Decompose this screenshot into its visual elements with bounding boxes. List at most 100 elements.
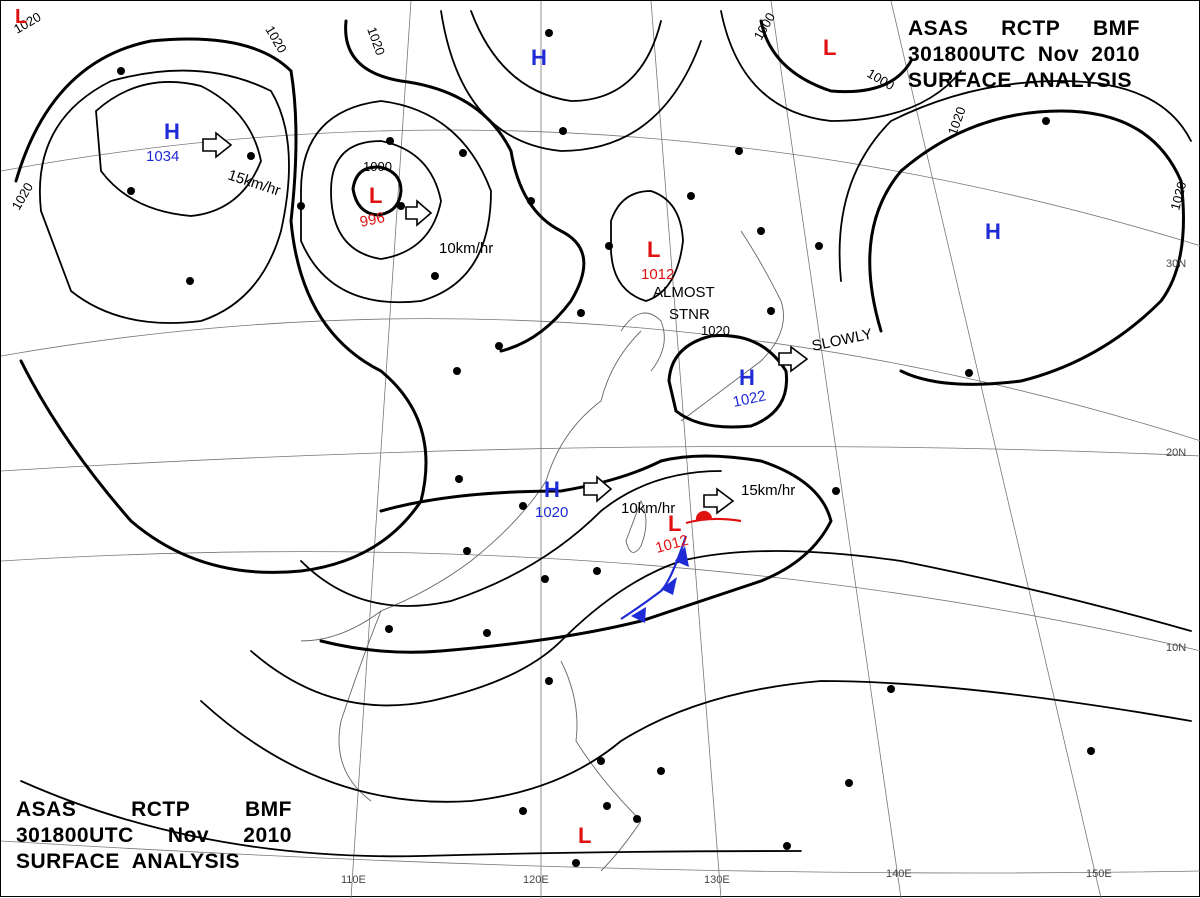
coast-china bbox=[300, 330, 642, 642]
isobar-label: 1020 bbox=[262, 23, 289, 56]
isobar-label: 1000 bbox=[363, 159, 392, 174]
isobar-1020-south bbox=[319, 454, 833, 654]
lon-line-130e bbox=[650, 1, 722, 898]
low-center-icon: L bbox=[647, 237, 660, 262]
coast-philippines bbox=[560, 660, 642, 872]
station-plots bbox=[117, 29, 1095, 867]
isobar-north-high bbox=[470, 10, 662, 102]
isobar-south-3 bbox=[250, 550, 1192, 707]
lon-label: 130E bbox=[704, 874, 730, 886]
low-center-icon: L bbox=[369, 183, 382, 208]
warm-front-line bbox=[685, 517, 742, 525]
arrow-right-icon bbox=[202, 131, 233, 159]
title-block-top: ASAS RCTP BMF 301800UTC Nov 2010 SURFACE… bbox=[908, 16, 1140, 94]
isobar-1020-central bbox=[344, 19, 586, 353]
title-row-2: 301800UTC Nov 2010 bbox=[908, 42, 1140, 68]
isobar-label: 1000 bbox=[751, 10, 778, 43]
title-agency: ASAS bbox=[908, 17, 969, 40]
cold-front bbox=[620, 535, 689, 623]
title-month: Nov bbox=[167, 824, 210, 847]
isobar-low-ring2 bbox=[300, 100, 492, 304]
coastlines bbox=[300, 230, 784, 872]
lat-line-10n bbox=[1, 551, 1200, 652]
coast-taiwan bbox=[625, 499, 647, 553]
title-row-3: SURFACE ANALYSIS bbox=[908, 69, 1132, 92]
isobar-label: 1020 bbox=[945, 105, 969, 137]
isobar-1020-japan-high bbox=[667, 333, 789, 429]
isobar-west-inner1 bbox=[95, 81, 262, 217]
cold-front-triangle bbox=[661, 577, 677, 595]
longitude-labels: 110E 120E 130E 140E 150E bbox=[341, 868, 1112, 886]
cold-front-triangle bbox=[675, 546, 689, 567]
lat-line-20n bbox=[1, 318, 1200, 442]
motion-label: 15km/hr bbox=[226, 167, 283, 200]
lat-line-0 bbox=[1, 840, 1200, 874]
isobar-1000-low bbox=[351, 165, 403, 217]
title-time: 301800UTC bbox=[908, 43, 1026, 66]
title-row-1: ASAS RCTP BMF bbox=[908, 16, 1140, 42]
title-code: BMF bbox=[1093, 17, 1140, 40]
high-center-value: 1020 bbox=[535, 504, 568, 521]
low-center-icon: L bbox=[668, 511, 681, 536]
high-center-icon: H bbox=[544, 477, 560, 502]
lon-line-140e bbox=[770, 1, 902, 898]
title-station: RCTP bbox=[131, 798, 191, 821]
high-center-icon: H bbox=[164, 119, 180, 144]
title-year: 2010 bbox=[1091, 43, 1140, 66]
low-center-icon: L bbox=[15, 6, 27, 28]
isobar-label: 1020 bbox=[9, 180, 36, 213]
isobar-west-inner2 bbox=[39, 69, 290, 324]
isobar-label: 1020 bbox=[1167, 180, 1189, 212]
isobar-south-2 bbox=[300, 470, 722, 607]
title-block-bottom: ASAS RCTP BMF 301800UTC Nov 2010 SURFACE… bbox=[16, 797, 292, 875]
title-row-1: ASAS RCTP BMF bbox=[16, 797, 292, 823]
isobar-1020-west bbox=[14, 37, 428, 574]
motion-label: 15km/hr bbox=[741, 482, 795, 499]
lat-line-30n bbox=[1, 129, 1200, 247]
isobars bbox=[14, 10, 1192, 858]
lat-label: 10N bbox=[1166, 642, 1186, 654]
isobar-south-4 bbox=[200, 680, 1192, 803]
high-center-icon: H bbox=[739, 365, 755, 390]
coast-indochina bbox=[338, 610, 382, 802]
lon-line-150e bbox=[890, 1, 1102, 898]
motion-labels: 15km/hr 10km/hr ALMOST STNR SLOWLY 10km/… bbox=[226, 167, 874, 517]
warm-front-semicircle bbox=[695, 510, 712, 520]
lon-label: 110E bbox=[341, 874, 366, 886]
arrow-right-icon bbox=[405, 199, 433, 227]
arrow-right-icon bbox=[703, 487, 735, 515]
high-center-value: 1022 bbox=[731, 387, 767, 411]
title-row-3: SURFACE ANALYSIS bbox=[16, 850, 240, 873]
lat-label: 20N bbox=[1166, 447, 1186, 459]
title-row-2: 301800UTC Nov 2010 bbox=[16, 823, 292, 849]
cold-front-triangle bbox=[631, 607, 646, 623]
isobar-1020-east bbox=[868, 109, 1185, 386]
isobar-east-outer bbox=[838, 80, 1192, 282]
lon-label: 120E bbox=[523, 874, 549, 886]
title-time: 301800UTC bbox=[16, 824, 134, 847]
lat-line-20n-b bbox=[1, 445, 1200, 472]
high-center-icon: H bbox=[531, 45, 547, 70]
lon-line-110e bbox=[350, 1, 412, 898]
lon-label: 140E bbox=[886, 868, 912, 880]
low-center-value: 1012 bbox=[641, 266, 674, 283]
motion-label: 10km/hr bbox=[621, 500, 675, 517]
latitude-labels: 30N 20N 10N bbox=[1166, 258, 1186, 654]
lon-label: 150E bbox=[1086, 868, 1112, 880]
title-month: Nov bbox=[1037, 43, 1080, 66]
motion-label: STNR bbox=[669, 306, 710, 323]
isobar-1000-ne bbox=[759, 19, 913, 94]
isobar-ne-2 bbox=[720, 10, 962, 122]
lat-label: 30N bbox=[1166, 258, 1186, 270]
arrow-right-icon bbox=[583, 475, 613, 503]
title-code: BMF bbox=[245, 798, 292, 821]
high-center-value: 1034 bbox=[146, 148, 179, 165]
low-center-value: 996 bbox=[358, 209, 386, 231]
title-year: 2010 bbox=[243, 824, 292, 847]
motion-label: 10km/hr bbox=[439, 240, 493, 257]
isobar-label: 1020 bbox=[364, 25, 388, 57]
warm-front bbox=[685, 510, 742, 525]
motion-arrows bbox=[202, 131, 809, 515]
